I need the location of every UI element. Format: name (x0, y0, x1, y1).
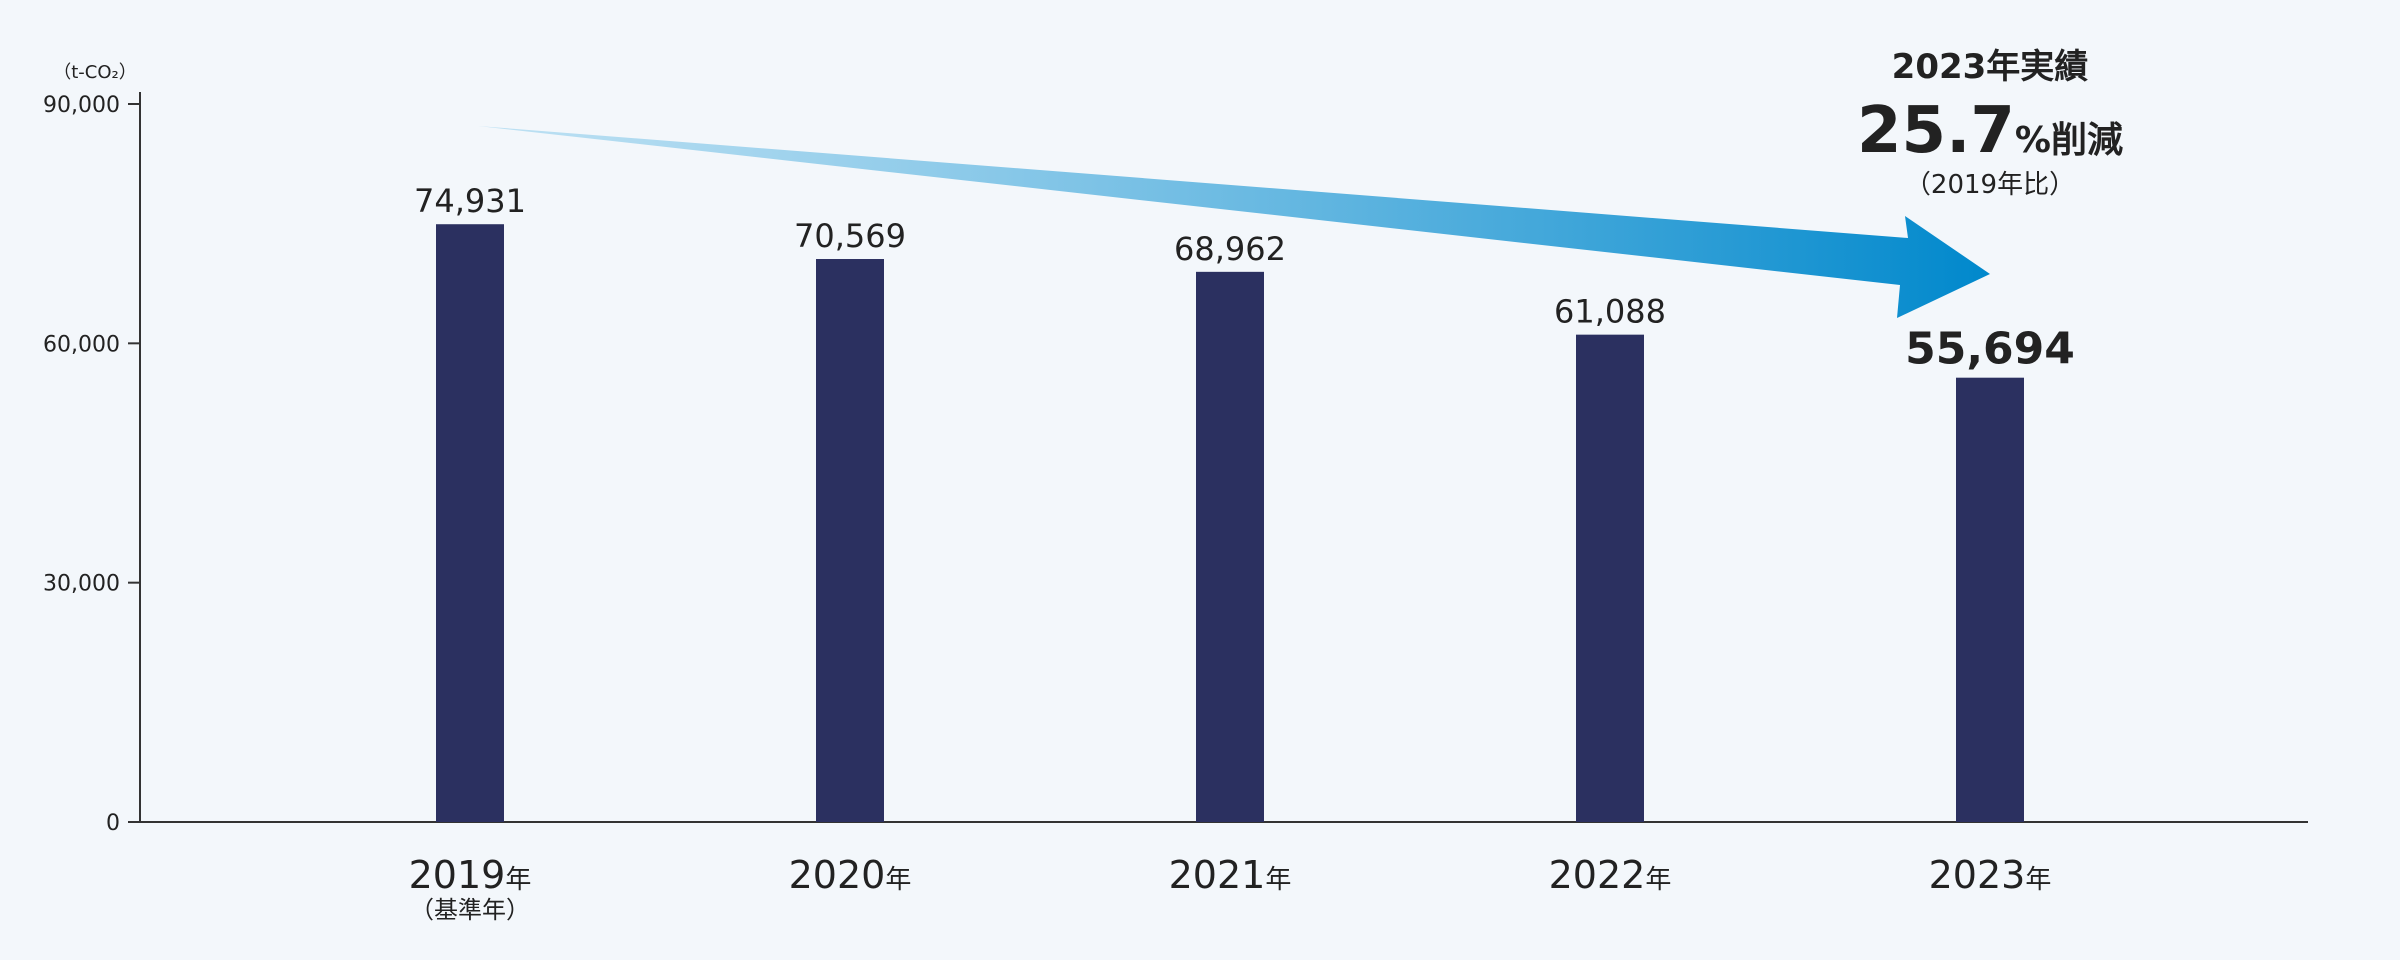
annotation-note: （2019年比） (1905, 170, 2075, 200)
y-tick-label: 90,000 (43, 93, 120, 118)
annotation-percent: 25.7 (1857, 94, 2015, 168)
annotation-title: 2023年実績 (1892, 47, 2089, 87)
x-tick-label: 2023年 (1929, 853, 2052, 897)
data-label: 61,088 (1554, 293, 1666, 331)
data-label: 74,931 (414, 182, 526, 220)
x-tick-suffix: 年 (2025, 865, 2051, 895)
x-tick-year: 2023 (1929, 853, 2026, 897)
bar (1956, 377, 2024, 822)
bar (816, 259, 884, 822)
x-tick-suffix: 年 (1645, 865, 1671, 895)
y-tick-label: 30,000 (43, 572, 120, 597)
bar (1196, 271, 1264, 822)
annotation-value: 25.7%削減 (1857, 94, 2123, 168)
x-tick-sublabel: （基準年） (410, 896, 530, 924)
x-tick-suffix: 年 (1265, 865, 1291, 895)
x-tick-year: 2022 (1549, 853, 1646, 897)
y-tick-label: 60,000 (43, 332, 120, 357)
x-tick-label: 2021年 (1169, 853, 1292, 897)
x-tick-suffix: 年 (885, 865, 911, 895)
x-tick-label: 2022年 (1549, 853, 1672, 897)
x-tick-year: 2020 (789, 853, 886, 897)
annotation-unit: %削減 (2015, 120, 2123, 161)
x-tick-suffix: 年 (505, 865, 531, 895)
x-tick-year: 2019 (409, 853, 506, 897)
bar (436, 224, 504, 822)
trend-arrow (478, 126, 1990, 318)
x-tick-year: 2021 (1169, 853, 1266, 897)
data-label: 68,962 (1174, 230, 1286, 268)
bar (1576, 334, 1644, 822)
x-tick-label: 2020年 (789, 853, 912, 897)
y-tick-label: 0 (106, 811, 120, 836)
data-label: 55,694 (1905, 324, 2075, 375)
y-axis-unit: （t-CO₂） (53, 62, 137, 83)
data-label: 70,569 (794, 217, 906, 255)
x-tick-label: 2019年 (409, 853, 532, 897)
